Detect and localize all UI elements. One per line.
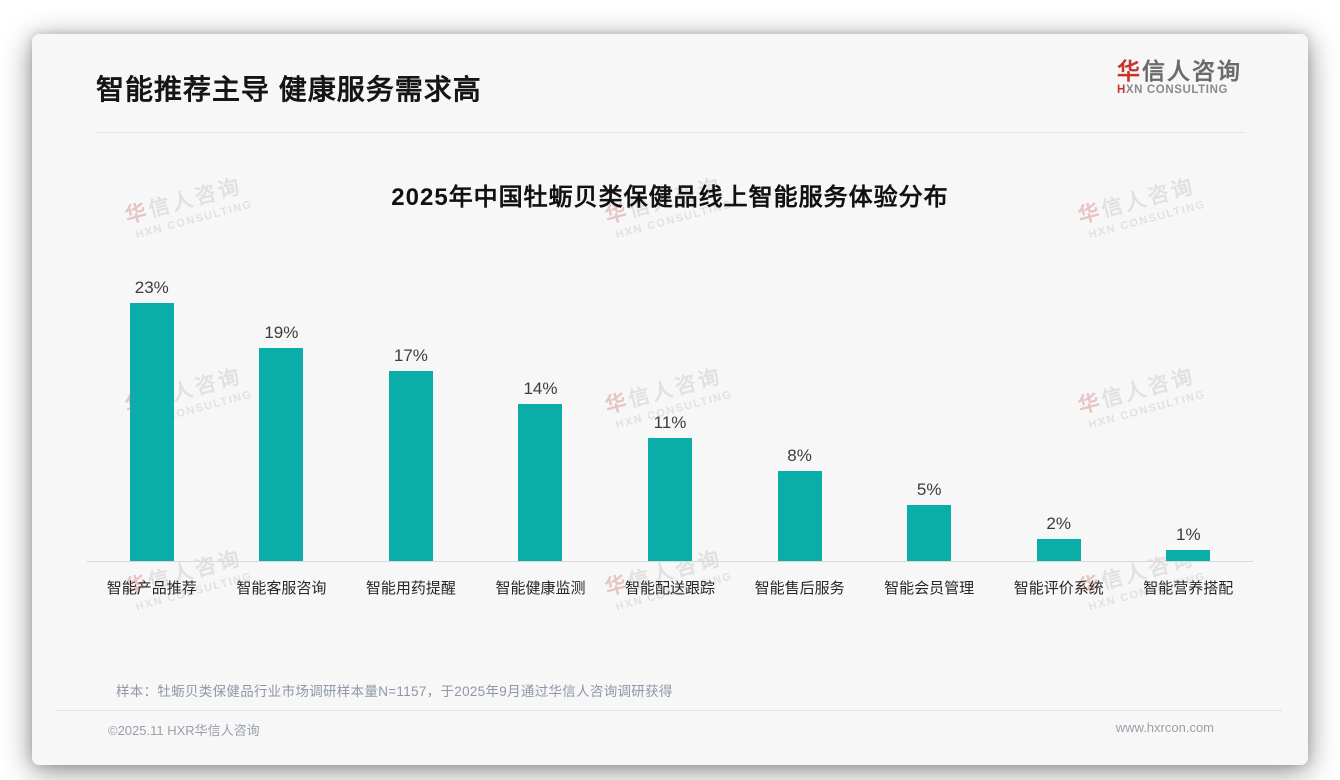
bar-column: 19% <box>217 273 347 561</box>
bar-column: 23% <box>87 273 217 561</box>
header-divider <box>96 132 1244 133</box>
bar-value-label: 1% <box>1175 525 1201 544</box>
bar <box>777 471 822 561</box>
chart-title: 2025年中国牡蛎贝类保健品线上智能服务体验分布 <box>391 184 949 211</box>
x-axis-labels: 智能产品推荐 智能客服咨询 智能用药提醒 智能健康监测 智能配送跟踪 智能售后服务 智能会员… <box>87 562 1253 598</box>
bar-value-label: 14% <box>523 379 558 398</box>
bar-column: 17% <box>346 273 476 561</box>
x-axis-label: 智能营养搭配 <box>1143 580 1234 597</box>
copyright-text: ©2025.11 HXR华信人咨询 <box>108 723 260 738</box>
page-title: 智能推荐主导 健康服务需求高 <box>96 74 482 105</box>
x-axis-label: 智能售后服务 <box>754 580 845 597</box>
brand-logo-en: HXN CONSULTING <box>1117 84 1242 96</box>
bar-column: 2% <box>994 273 1124 561</box>
bar <box>1036 539 1081 561</box>
x-axis-label: 智能评价系统 <box>1013 580 1104 597</box>
brand-logo-en-rest: XN CONSULTING <box>1125 84 1229 96</box>
bar-value-label: 2% <box>1046 514 1071 533</box>
chart-plot-area: 23% 19% 17% 14% 11% 8% 5% 2% 1% <box>87 273 1253 562</box>
bar-column: 11% <box>605 273 735 561</box>
bar-value-label: 8% <box>787 446 812 465</box>
bar <box>259 348 304 561</box>
report-header: 智能推荐主导 健康服务需求高 华信人咨询 HXN CONSULTING <box>32 34 1308 120</box>
bar-column: 8% <box>735 273 865 561</box>
report-footer: ©2025.11 HXR华信人咨询 www.hxrcon.com <box>108 720 1214 739</box>
bar <box>648 438 693 561</box>
bar <box>1166 550 1211 561</box>
website-url: www.hxrcon.com <box>1115 720 1214 735</box>
x-axis-label: 智能客服咨询 <box>236 580 327 597</box>
brand-logo: 华信人咨询 HXN CONSULTING <box>1117 58 1242 96</box>
bar-column: 1% <box>1124 273 1254 561</box>
x-axis-label: 智能健康监测 <box>495 580 586 597</box>
bar-value-label: 19% <box>264 323 299 342</box>
bar <box>518 404 563 561</box>
bar-value-label: 17% <box>393 346 428 365</box>
brand-logo-cn-rest: 信人咨询 <box>1142 58 1242 84</box>
bar-value-label: 11% <box>653 413 687 432</box>
report-card: 华信人咨询 HXN CONSULTING 华信人咨询 HXN CONSULTING 华信… <box>32 34 1308 765</box>
x-axis-label: 智能用药提醒 <box>365 580 456 597</box>
brand-logo-en-accent: H <box>1117 84 1126 96</box>
bar <box>907 505 952 561</box>
bar-column: 5% <box>864 273 994 561</box>
brand-logo-cn-accent: 华 <box>1117 58 1142 84</box>
footer-divider <box>56 710 1282 711</box>
x-axis-label: 智能会员管理 <box>884 580 975 597</box>
bar <box>388 371 433 561</box>
brand-logo-cn: 华信人咨询 <box>1117 58 1242 84</box>
x-axis-label: 智能配送跟踪 <box>625 580 716 597</box>
bar-value-label: 5% <box>916 480 942 499</box>
bar-column: 14% <box>476 273 606 561</box>
bar-value-label: 23% <box>134 278 169 297</box>
x-axis-label: 智能产品推荐 <box>106 580 197 597</box>
sample-note: 样本：牡蛎贝类保健品行业市场调研样本量N=1157，于2025年9月通过华信人咨… <box>116 684 673 699</box>
bar-chart: 2025年中国牡蛎贝类保健品线上智能服务体验分布 23% 19% 17% 14% 11%… <box>87 183 1253 598</box>
bar <box>129 303 174 561</box>
